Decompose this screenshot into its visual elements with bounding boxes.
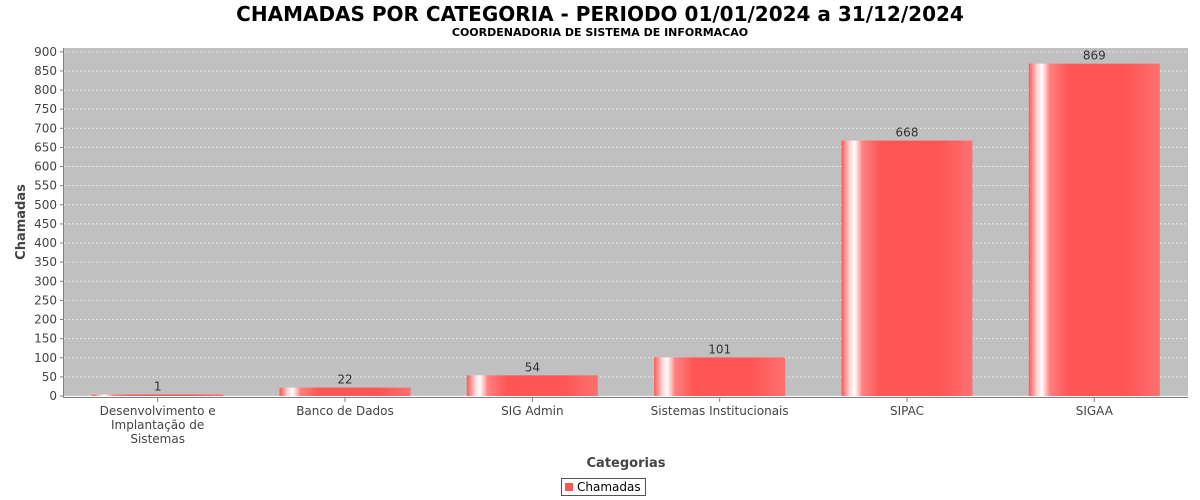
- bar-value-label: 668: [896, 126, 919, 140]
- y-tick-label: 600: [34, 160, 57, 174]
- bar-value-label: 22: [337, 373, 352, 387]
- bar: [466, 375, 598, 396]
- chart-subtitle: COORDENADORIA DE SISTEMA DE INFORMACAO: [451, 26, 749, 39]
- y-tick-label: 0: [49, 389, 57, 403]
- y-tick-label: 200: [34, 313, 57, 327]
- plot-area: [64, 48, 1188, 396]
- legend-swatch: [565, 483, 573, 491]
- bar-value-label: 869: [1083, 49, 1106, 63]
- bar-value-label: 101: [708, 342, 731, 356]
- y-tick-label: 850: [34, 64, 57, 78]
- x-tick-label: SIGAA: [1076, 404, 1114, 418]
- bar: [279, 387, 411, 396]
- bar-value-label: 54: [525, 360, 540, 374]
- bar: [92, 394, 224, 396]
- y-tick-label: 300: [34, 274, 57, 288]
- y-tick-label: 450: [34, 217, 57, 231]
- x-axis-title: Categorias: [587, 456, 666, 471]
- x-tick-label: Desenvolvimento e Implantação de Sistemas: [100, 404, 216, 446]
- bar: [654, 357, 786, 396]
- y-tick-label: 650: [34, 140, 57, 154]
- y-axis-title: Chamadas: [14, 184, 29, 260]
- y-tick-label: 900: [34, 45, 57, 59]
- y-tick-label: 400: [34, 236, 57, 250]
- x-tick-label: Sistemas Institucionais: [651, 404, 789, 418]
- y-tick-label: 50: [42, 370, 57, 384]
- y-tick-label: 250: [34, 293, 57, 307]
- y-tick-label: 500: [34, 198, 57, 212]
- bar-value-label: 1: [154, 380, 162, 394]
- y-tick-label: 150: [34, 332, 57, 346]
- bar: [1028, 63, 1160, 397]
- legend: Chamadas: [561, 478, 646, 496]
- x-tick-label: Banco de Dados: [296, 404, 394, 418]
- bar: [841, 140, 973, 396]
- y-tick-label: 100: [34, 351, 57, 365]
- y-tick-label: 700: [34, 121, 57, 135]
- y-tick-label: 800: [34, 83, 57, 97]
- y-tick-label: 350: [34, 255, 57, 269]
- x-tick-label: SIG Admin: [501, 404, 564, 418]
- legend-label: Chamadas: [577, 480, 641, 494]
- y-tick-label: 550: [34, 179, 57, 193]
- chart-title: CHAMADAS POR CATEGORIA - PERIODO 01/01/2…: [236, 2, 964, 26]
- y-tick-label: 750: [34, 102, 57, 116]
- x-tick-label: SIPAC: [890, 404, 924, 418]
